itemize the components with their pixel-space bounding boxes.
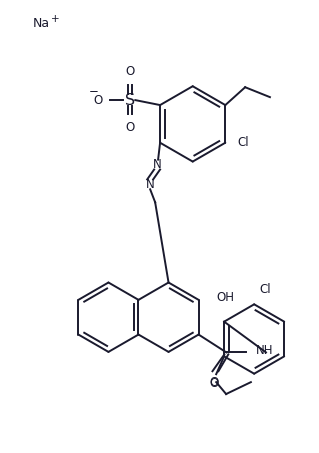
Text: −: − (89, 85, 99, 98)
Text: O: O (210, 376, 219, 389)
Text: O: O (93, 94, 103, 106)
Text: NH: NH (256, 344, 274, 357)
Text: O: O (126, 65, 135, 78)
Text: N: N (153, 158, 161, 171)
Text: S: S (125, 92, 135, 108)
Text: Cl: Cl (237, 136, 249, 149)
Text: O: O (210, 377, 219, 390)
Text: O: O (126, 121, 135, 134)
Text: Cl: Cl (259, 284, 271, 296)
Text: Na: Na (33, 17, 50, 30)
Text: +: + (51, 14, 60, 24)
Text: OH: OH (216, 291, 234, 304)
Text: N: N (146, 178, 154, 191)
